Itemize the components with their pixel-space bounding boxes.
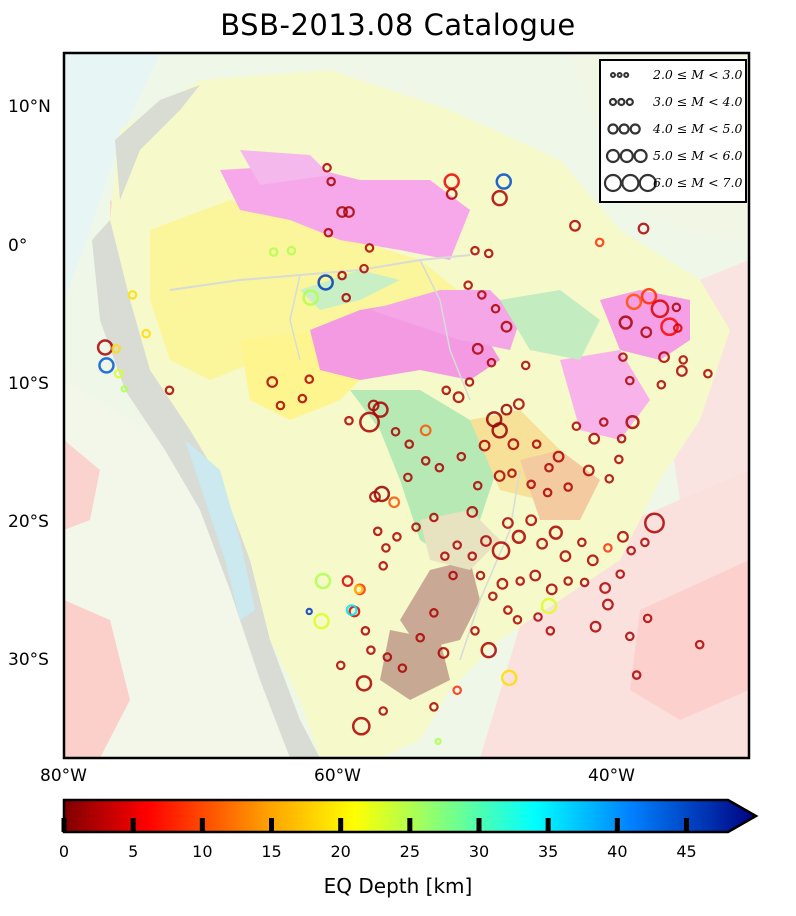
colorbar-tick-mark: [338, 818, 343, 832]
colorbar-tick-label: 45: [676, 842, 696, 861]
colorbar-tick-mark: [477, 818, 482, 832]
colorbar-tick-mark: [131, 818, 136, 832]
colorbar-tick-mark: [62, 818, 67, 832]
colorbar-tick-label: 25: [400, 842, 420, 861]
colorbar-tick-label: 5: [128, 842, 138, 861]
lat-tick-label: 0°: [8, 236, 27, 256]
depth-colorbar: [62, 800, 757, 832]
colorbar-tick-label: 40: [607, 842, 627, 861]
colorbar-tick-label: 15: [261, 842, 281, 861]
lat-tick-label: 20°S: [8, 512, 49, 532]
lat-tick-label: 10°S: [8, 374, 49, 394]
colorbar-tick-mark: [200, 818, 205, 832]
legend-label: 2.0 ≤ M < 3.0: [652, 67, 742, 82]
colorbar-tick-label: 0: [59, 842, 69, 861]
lat-tick-label: 30°S: [8, 650, 49, 670]
colorbar-label: EQ Depth [km]: [0, 874, 796, 898]
magnitude-legend: 2.0 ≤ M < 3.0 3.0 ≤ M < 4.0 4.0 ≤ M < 5.0 5…: [600, 60, 746, 202]
colorbar-tick-mark: [546, 818, 551, 832]
colorbar-tick-mark: [615, 818, 620, 832]
colorbar-tick-mark: [269, 818, 274, 832]
legend-label: 3.0 ≤ M < 4.0: [653, 94, 742, 109]
colorbar-tick-label: 10: [192, 842, 212, 861]
lat-tick-label: 10°N: [8, 97, 51, 117]
colorbar-tick-mark: [684, 818, 689, 832]
legend-label: 5.0 ≤ M < 6.0: [653, 148, 742, 163]
colorbar-tick-label: 30: [469, 842, 489, 861]
colorbar-tick-label: 20: [330, 842, 350, 861]
colorbar-tick-mark: [407, 818, 412, 832]
colorbar-tick-label: 35: [538, 842, 558, 861]
lon-tick-label: 80°W: [40, 766, 87, 786]
lon-tick-label: 60°W: [314, 766, 361, 786]
legend-label: 4.0 ≤ M < 5.0: [652, 121, 742, 136]
lon-tick-label: 40°W: [588, 766, 635, 786]
legend-label: 6.0 ≤ M < 7.0: [653, 175, 742, 190]
